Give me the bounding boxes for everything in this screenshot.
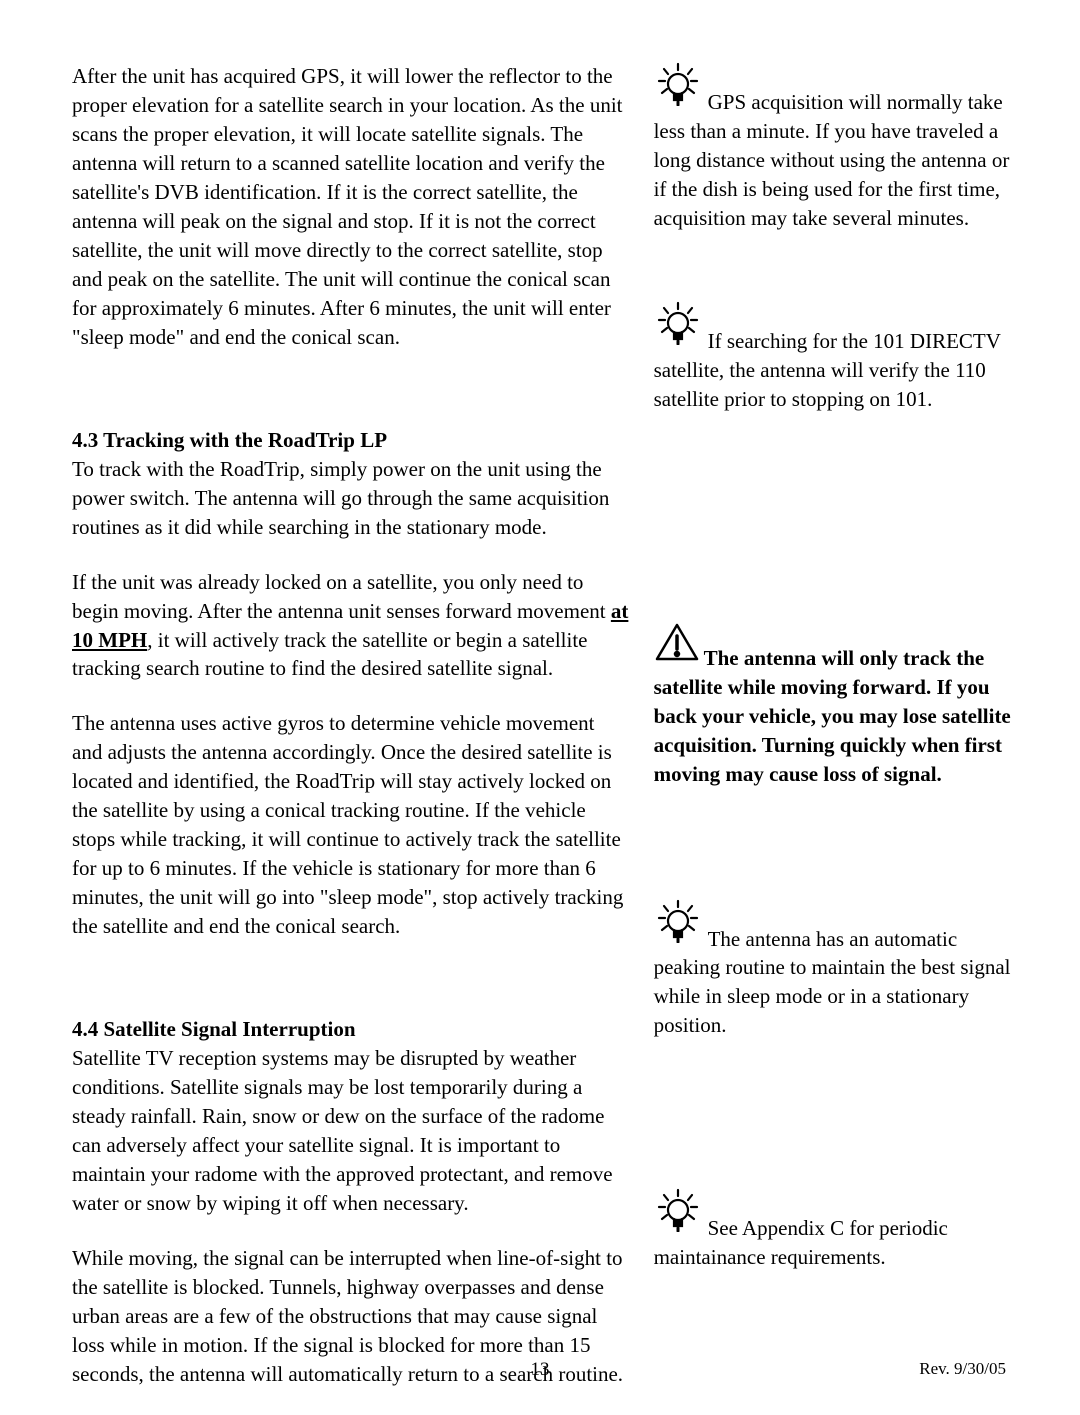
lightbulb-icon [654,1188,702,1240]
tip-directv: If searching for the 101 DIRECTV satelli… [654,301,1022,414]
tracking-para-3: The antenna uses active gyros to determi… [72,709,630,941]
interruption-para-1: Satellite TV reception systems may be di… [72,1044,630,1218]
warning-tracking: The antenna will only track the satellit… [654,622,1022,789]
para3b-text: , it will actively track the satellite o… [72,628,588,681]
page-number: 13 [531,1359,550,1381]
tip-directv-text: If searching for the 101 DIRECTV satelli… [654,329,1001,411]
intro-paragraph: After the unit has acquired GPS, it will… [72,62,630,352]
tracking-para-1: To track with the RoadTrip, simply power… [72,455,630,542]
heading-4-4: 4.4 Satellite Signal Interruption [72,1015,630,1044]
main-column: After the unit has acquired GPS, it will… [72,62,630,1415]
revision-date: Rev. 9/30/05 [919,1359,1006,1379]
warning-tracking-text: The antenna will only track the satellit… [654,646,1011,786]
lightbulb-icon [654,899,702,951]
heading-4-3: 4.3 Tracking with the RoadTrip LP [72,426,630,455]
para3a-text: If the unit was already locked on a sate… [72,570,611,623]
tip-peaking-text: The antenna has an automatic peaking rou… [654,926,1011,1037]
warning-icon [654,622,700,670]
lightbulb-icon [654,62,702,114]
section-heading-43: 4.3 Tracking with the RoadTrip LP [72,428,387,452]
section-heading-44: 4.4 Satellite Signal Interruption [72,1017,356,1041]
tracking-para-2: If the unit was already locked on a sate… [72,568,630,684]
tip-appendix: See Appendix C for periodic maintainance… [654,1188,1022,1272]
lightbulb-icon [654,301,702,353]
tip-peaking: The antenna has an automatic peaking rou… [654,899,1022,1041]
tip-gps-text: GPS acquisition will normally take less … [654,90,1010,230]
tip-gps: GPS acquisition will normally take less … [654,62,1022,233]
side-column: GPS acquisition will normally take less … [654,62,1022,1415]
